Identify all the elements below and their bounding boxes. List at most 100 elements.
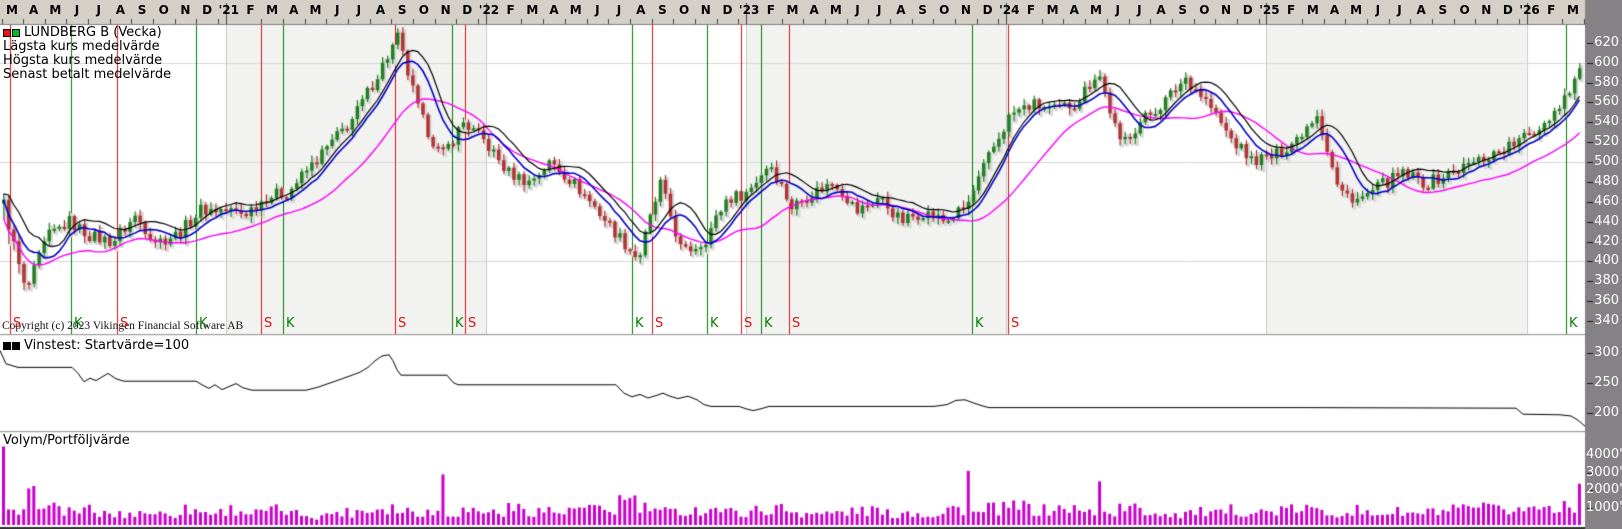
axis-month-label: M [1046, 3, 1059, 17]
axis-month-label: A [636, 3, 646, 17]
profit-scale-tick: 250 [1594, 374, 1619, 390]
axis-month-label: D [982, 3, 993, 17]
axis-month-label: J [74, 3, 80, 17]
axis-month-label: S [1178, 3, 1188, 17]
sell-signal-letter: S [398, 316, 407, 331]
axis-month-label: A [375, 3, 386, 17]
axis-month-label: M [49, 3, 62, 17]
price-scale-tick: 500 [1594, 154, 1619, 170]
price-scale-tick: 440 [1594, 213, 1619, 229]
axis-year-label: '21 [218, 3, 239, 17]
axis-month-label: J [356, 3, 362, 17]
buy-signal-letter: K [1569, 316, 1578, 331]
price-scale-tick: 340 [1594, 313, 1619, 329]
axis-month-label: S [1438, 3, 1448, 17]
axis-month-label: D [1242, 3, 1253, 17]
sell-signal-letter: S [655, 316, 664, 331]
axis-month-label: A [29, 3, 39, 17]
axis-month-label: A [289, 3, 299, 17]
axis-month-label: S [397, 3, 407, 17]
axis-month-label: N [1481, 3, 1492, 17]
axis-month-label: J [595, 3, 600, 17]
legend-series-hogsta: Högsta kurs medelvärde [3, 53, 163, 68]
axis-month-label: S [918, 3, 927, 17]
axis-month-label: O [678, 3, 690, 17]
price-scale-tick: 480 [1594, 173, 1619, 189]
axis-month-label: O [939, 3, 950, 17]
axis-month-label: J [1375, 3, 1381, 17]
price-scale-tick: 520 [1594, 134, 1619, 150]
axis-month-label: N [960, 3, 971, 17]
profit-swatch-icon [3, 341, 11, 350]
axis-month-label: O [1459, 3, 1470, 17]
axis-year-label: '23 [738, 3, 760, 17]
price-scale-tick: 580 [1594, 74, 1619, 90]
axis-month-label: M [569, 3, 582, 17]
axis-month-label: D [1502, 3, 1513, 17]
down-candle-swatch-icon [3, 29, 11, 37]
axis-month-label: A [1156, 3, 1166, 17]
price-scale-tick: 460 [1594, 193, 1619, 209]
axis-month-label: M [266, 3, 279, 17]
price-scale-tick: 360 [1594, 293, 1619, 309]
axis-month-label: A [549, 3, 559, 17]
axis-month-label: A [1069, 3, 1079, 17]
sell-signal-letter: S [792, 316, 801, 331]
axis-month-label: J [616, 3, 622, 17]
axis-month-label: J [876, 3, 882, 17]
price-legend: LUNDBERG B (Vecka) Lägsta kurs medelvärd… [3, 26, 171, 82]
buy-signal-letter: K [455, 316, 464, 331]
axis-month-label: A [1416, 3, 1426, 17]
axis-month-label: M [1350, 3, 1363, 17]
sell-signal-letter: S [1011, 316, 1020, 331]
price-legend-title: LUNDBERG B (Vecka) [24, 25, 162, 40]
axis-month-label: M [526, 3, 539, 17]
price-scale-tick: 620 [1594, 34, 1619, 50]
copyright-notice: Copyright (c) 2023 Vikingen Financial So… [2, 320, 244, 332]
axis-year-label: '25 [1259, 3, 1280, 17]
axis-month-label: O [1199, 3, 1210, 17]
legend-series-senast: Senast betalt medelvärde [3, 67, 172, 82]
axis-month-label: N [700, 3, 711, 17]
buy-signal-letter: K [975, 316, 984, 331]
axis-year-label: '24 [999, 3, 1020, 17]
buy-signal-letter: K [286, 316, 295, 331]
axis-month-label: A [809, 3, 819, 17]
axis-month-label: M [1306, 3, 1319, 17]
axis-year-label: '26 [1519, 3, 1540, 17]
profit-legend-icon [3, 341, 20, 350]
volume-scale-tick: 2000' [1586, 482, 1622, 498]
buy-signal-letter: K [74, 316, 83, 331]
axis-month-label: N [180, 3, 191, 17]
axis-month-label: M [1566, 3, 1579, 17]
axis-month-label: D [722, 3, 733, 17]
axis-month-label: A [1329, 3, 1340, 17]
axis-month-label: A [115, 3, 126, 17]
axis-month-label: S [137, 3, 147, 17]
axis-month-label: F [1026, 3, 1036, 17]
axis-month-label: N [440, 3, 451, 17]
axis-month-label: M [6, 3, 18, 17]
sell-signal-letter: S [264, 316, 273, 331]
profit-legend: Vinstest: Startvärde=100 [3, 338, 189, 353]
price-scale-tick: 560 [1594, 94, 1619, 110]
buy-signal-letter: K [710, 316, 719, 331]
profit-legend-label: Vinstest: Startvärde=100 [24, 338, 190, 353]
axis-month-label: J [1397, 3, 1402, 17]
buy-signal-letter: K [635, 316, 644, 331]
axis-month-label: F [1287, 3, 1296, 17]
volume-scale-tick: 3000' [1586, 464, 1622, 480]
axis-month-label: M [786, 3, 799, 17]
buy-signal-letter: K [764, 316, 773, 331]
axis-month-label: F [506, 3, 515, 17]
sell-signal-letter: S [13, 316, 22, 331]
sell-signal-letter: S [468, 316, 477, 331]
axis-month-label: S [658, 3, 667, 17]
price-scale-tick: 380 [1594, 273, 1619, 289]
volume-scale-tick: 1000' [1586, 499, 1622, 515]
axis-month-label: O [158, 3, 169, 17]
price-scale-tick: 400 [1594, 253, 1619, 269]
axis-month-label: O [418, 3, 430, 17]
